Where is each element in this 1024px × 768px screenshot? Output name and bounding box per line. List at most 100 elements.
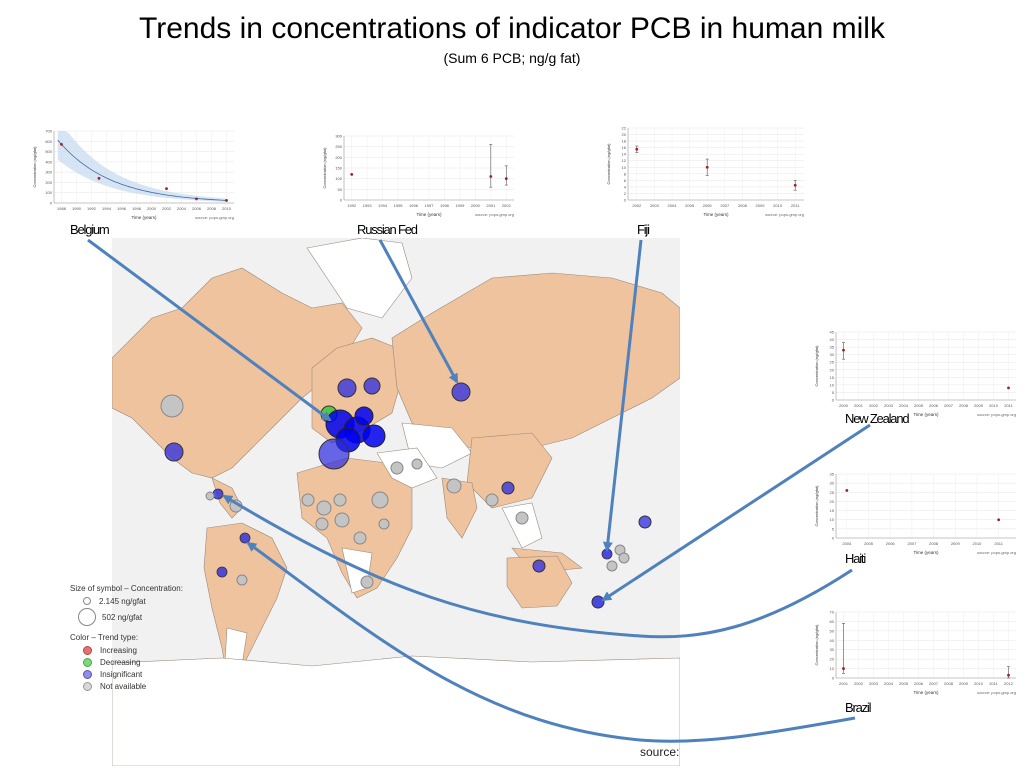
x-tick-label: 2011	[989, 681, 998, 686]
y-tick-label: 0	[50, 201, 53, 206]
point-na-2	[205, 491, 215, 501]
point-asia-na-3	[515, 511, 529, 525]
data-point	[842, 667, 845, 670]
point-fiji	[601, 548, 613, 560]
x-tick-label: 2010	[973, 541, 983, 546]
data-point	[195, 197, 198, 201]
y-tick-label: 300	[335, 134, 342, 139]
x-axis-label: Time (years)	[913, 412, 939, 417]
y-tick-label: 30	[830, 481, 835, 486]
y-tick-label: 10	[830, 666, 835, 671]
legend-item-not-available: Not available	[70, 680, 230, 692]
x-tick-label: 1994	[378, 203, 388, 208]
chart-source-label: source: pops-gmp.org	[475, 212, 514, 217]
map-source-label: source:	[640, 745, 680, 759]
x-tick-label: 2005	[685, 203, 695, 208]
y-tick-label: 300	[45, 170, 52, 175]
label-brazil: Brazil	[845, 700, 872, 715]
x-tick-label: 2011	[791, 203, 800, 208]
point-africa-6	[353, 531, 367, 545]
mini-chart-svg: 0 10 20 30 40 50 60 70 2001 2002 2003 2004 2005 2006 2…	[814, 610, 1016, 695]
chart-haiti: 0 5 10 15 20 25 30 35 2004 2005 2006 2007 2008 2009 20…	[812, 468, 1022, 560]
chart-russian-fed: 0 50 100 150 200 250 300 1992 1993 1994 1995 1996 19…	[320, 130, 520, 222]
data-point	[1007, 673, 1010, 677]
y-tick-label: 30	[830, 647, 835, 652]
point-africa-3	[333, 493, 347, 507]
point-africa-7	[371, 491, 389, 509]
x-tick-label: 2006	[914, 681, 924, 686]
data-point	[793, 183, 797, 187]
x-tick-label: 2002	[502, 203, 512, 208]
x-tick-label: 2010	[989, 403, 999, 408]
point-europe-cluster-3	[362, 424, 386, 448]
y-tick-label: 35	[830, 345, 835, 350]
point-africa-5	[334, 512, 350, 528]
chart-new-zealand: 0 5 10 15 20 25 30 35 40 45 2000 2001 2002 2003 2004 20…	[812, 326, 1022, 422]
x-tick-label: 2001	[486, 203, 496, 208]
y-tick-label: 0	[832, 398, 835, 403]
y-tick-label: 20	[830, 499, 835, 504]
y-axis-label: Concentration (ng/gfat)	[606, 143, 611, 185]
x-tick-label: 2004	[177, 206, 187, 211]
x-tick-label: 2006	[192, 206, 202, 211]
label-russian-fed: Russian Fed	[357, 222, 418, 237]
y-axis-label: Concentration (ng/gfat)	[814, 485, 819, 527]
x-tick-label: 1992	[347, 203, 357, 208]
legend-insignificant-swatch-icon	[83, 669, 92, 679]
mini-chart-svg: 0 50 100 150 200 250 300 1992 1993 1994 1995 1996 19…	[322, 134, 514, 217]
x-tick-label: 2006	[929, 403, 939, 408]
point-asia-na-1	[446, 478, 462, 494]
y-tick-label: 600	[45, 139, 52, 144]
page-subtitle: (Sum 6 PCB; ng/g fat)	[443, 50, 581, 66]
y-tick-label: 8	[624, 171, 627, 176]
y-tick-label: 100	[45, 190, 52, 195]
mini-chart-svg: 0 5 10 15 20 25 30 35 40 45 2000 2001 2002 2003 2004 20…	[814, 330, 1016, 417]
chart-source-label: source: pops-gmp.org	[977, 412, 1016, 417]
chart-belgium: 0 100 200 300 400 500 600 700 1988 1990 1992 1994 19…	[30, 125, 240, 225]
y-tick-label: 6	[624, 178, 627, 183]
x-tick-label: 1994	[102, 206, 112, 211]
chart-brazil: 0 10 20 30 40 50 60 70 2001 2002 2003 2004 2005 2006 2…	[812, 606, 1022, 700]
y-tick-label: 100	[335, 176, 342, 181]
y-tick-label: 30	[830, 352, 835, 357]
label-belgium: Belgium	[70, 222, 110, 237]
data-point	[225, 199, 228, 202]
chart-source-label: source: pops-gmp.org	[977, 550, 1016, 555]
y-tick-label: 20	[622, 132, 627, 137]
y-tick-label: 2	[624, 191, 627, 196]
x-tick-label: 2005	[899, 681, 909, 686]
chart-source-label: source: pops-gmp.org	[195, 215, 234, 220]
point-africa-8	[360, 575, 374, 589]
y-tick-label: 22	[622, 126, 627, 131]
x-tick-label: 2002	[854, 681, 864, 686]
x-tick-label: 2011	[1004, 403, 1013, 408]
x-tick-label: 2010	[222, 206, 232, 211]
legend-size-large: 502 ng/gfat	[70, 607, 230, 627]
data-point	[504, 177, 508, 181]
y-tick-label: 0	[340, 198, 343, 203]
point-europe-north-1	[337, 378, 357, 398]
map-legend: Size of symbol – Concentration: 2.145 ng…	[70, 582, 230, 692]
x-tick-label: 2009	[974, 403, 984, 408]
legend-item-insignificant: Insignificant	[70, 668, 230, 680]
y-tick-label: 0	[832, 676, 835, 681]
x-tick-label: 2005	[914, 403, 924, 408]
x-tick-label: 2002	[162, 206, 172, 211]
x-tick-label: 2004	[899, 403, 909, 408]
chart-fiji: 0 2 4 6 8 10 12 14 16 18 20 22 2002 2003 2004 2005 2006 2…	[604, 122, 810, 222]
x-tick-label: 2000	[471, 203, 481, 208]
legend-label-decreasing: Decreasing	[100, 657, 141, 667]
y-tick-label: 20	[830, 657, 835, 662]
x-axis-label: Time (years)	[416, 212, 442, 217]
x-tick-label: 2012	[1004, 681, 1014, 686]
x-tick-label: 2007	[929, 681, 939, 686]
legend-label-not-available: Not available	[100, 681, 147, 691]
point-asia-1	[501, 481, 515, 495]
x-tick-label: 2000	[147, 206, 157, 211]
x-tick-label: 2007	[907, 541, 917, 546]
y-tick-label: 500	[45, 149, 52, 154]
chart-source-label: source: pops-gmp.org	[977, 690, 1016, 695]
x-tick-label: 2010	[974, 681, 984, 686]
label-haiti: Haiti	[845, 551, 866, 566]
x-tick-label: 2008	[207, 206, 217, 211]
